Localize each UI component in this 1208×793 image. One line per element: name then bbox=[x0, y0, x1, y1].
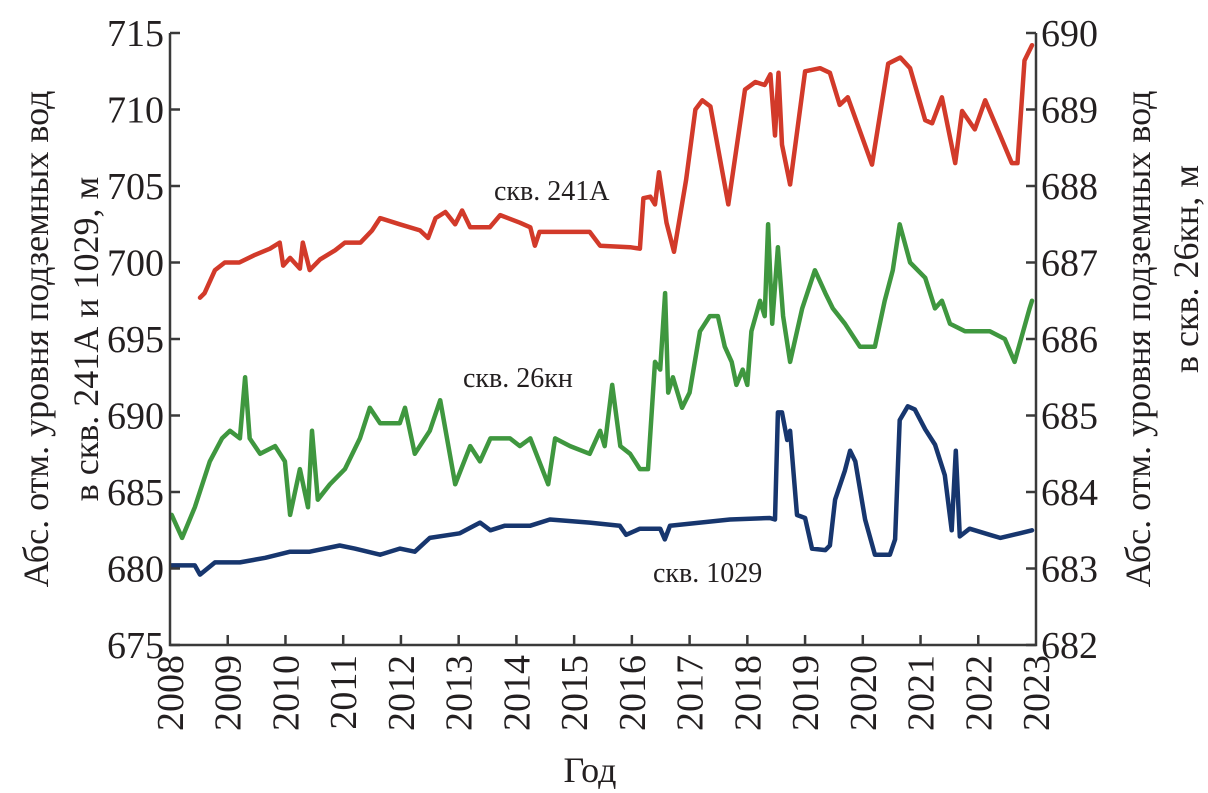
x-tick-label: 2010 bbox=[265, 655, 307, 731]
x-tick-label: 2023 bbox=[1016, 655, 1058, 731]
y-left-tick-label: 680 bbox=[107, 549, 164, 591]
x-tick-label: 2020 bbox=[843, 655, 885, 731]
y-right-tick-label: 690 bbox=[1041, 13, 1098, 55]
x-tick-label: 2015 bbox=[554, 655, 596, 731]
y-left-tick-label: 690 bbox=[107, 396, 164, 438]
y-left-tick-label: 685 bbox=[107, 472, 164, 514]
y-left-tick-label: 695 bbox=[107, 319, 164, 361]
y-left-tick-label: 675 bbox=[107, 625, 164, 667]
y-right-tick-label: 682 bbox=[1041, 625, 1098, 667]
y-right-tick-label: 686 bbox=[1041, 319, 1098, 361]
x-tick-label: 2009 bbox=[208, 655, 250, 731]
x-tick-label: 2011 bbox=[323, 655, 365, 730]
y-left-axis-title-line1: Абс. отм. уровня подземных вод bbox=[16, 91, 56, 588]
labels-layer: Год Абс. отм. уровня подземных вод в скв… bbox=[16, 91, 1206, 790]
y-left-tick-label: 700 bbox=[107, 243, 164, 285]
y-right-tick-label: 683 bbox=[1041, 549, 1098, 591]
x-tick-label: 2022 bbox=[958, 655, 1000, 731]
y-right-axis-title-line2: в скв. 26кн, м bbox=[1166, 165, 1206, 373]
x-tick-label: 2021 bbox=[901, 655, 943, 731]
x-tick-label: 2019 bbox=[785, 655, 827, 731]
y-right-tick-label: 684 bbox=[1041, 472, 1098, 514]
y-left-tick-label: 710 bbox=[107, 90, 164, 132]
y-right-tick-label: 688 bbox=[1041, 166, 1098, 208]
y-left-tick-label: 715 bbox=[107, 13, 164, 55]
y-right-tick-label: 685 bbox=[1041, 396, 1098, 438]
y-left-tick-label: 705 bbox=[107, 166, 164, 208]
series-line-2 bbox=[169, 404, 1035, 577]
series-line-0 bbox=[197, 42, 1035, 300]
x-tick-label: 2018 bbox=[727, 655, 769, 731]
x-tick-label: 2016 bbox=[612, 655, 654, 731]
y-right-tick-label: 687 bbox=[1041, 243, 1098, 285]
x-tick-label: 2014 bbox=[496, 655, 538, 731]
ticks-layer: 2008 2009 2010 2011 2012 2013 2014 2015 2016 2017… bbox=[107, 13, 1098, 731]
y-right-axis-title-line1: Абс. отм. уровня подземных вод bbox=[1118, 91, 1158, 588]
x-tick-label: 2012 bbox=[381, 655, 423, 731]
x-tick-label: 2008 bbox=[150, 655, 192, 731]
series-line-1 bbox=[169, 222, 1035, 541]
y-left-axis-title-line2: в скв. 241А и 1029, м bbox=[66, 177, 106, 502]
x-tick-label: 2013 bbox=[439, 655, 481, 731]
series-label-241a: скв. 241А bbox=[494, 176, 610, 207]
series-layer bbox=[169, 42, 1035, 577]
series-label-1029: скв. 1029 bbox=[653, 558, 762, 589]
x-axis-title: Год bbox=[564, 750, 617, 790]
y-right-tick-label: 689 bbox=[1041, 90, 1098, 132]
series-label-26kn: скв. 26кн bbox=[463, 363, 573, 394]
x-tick-label: 2017 bbox=[670, 655, 712, 731]
